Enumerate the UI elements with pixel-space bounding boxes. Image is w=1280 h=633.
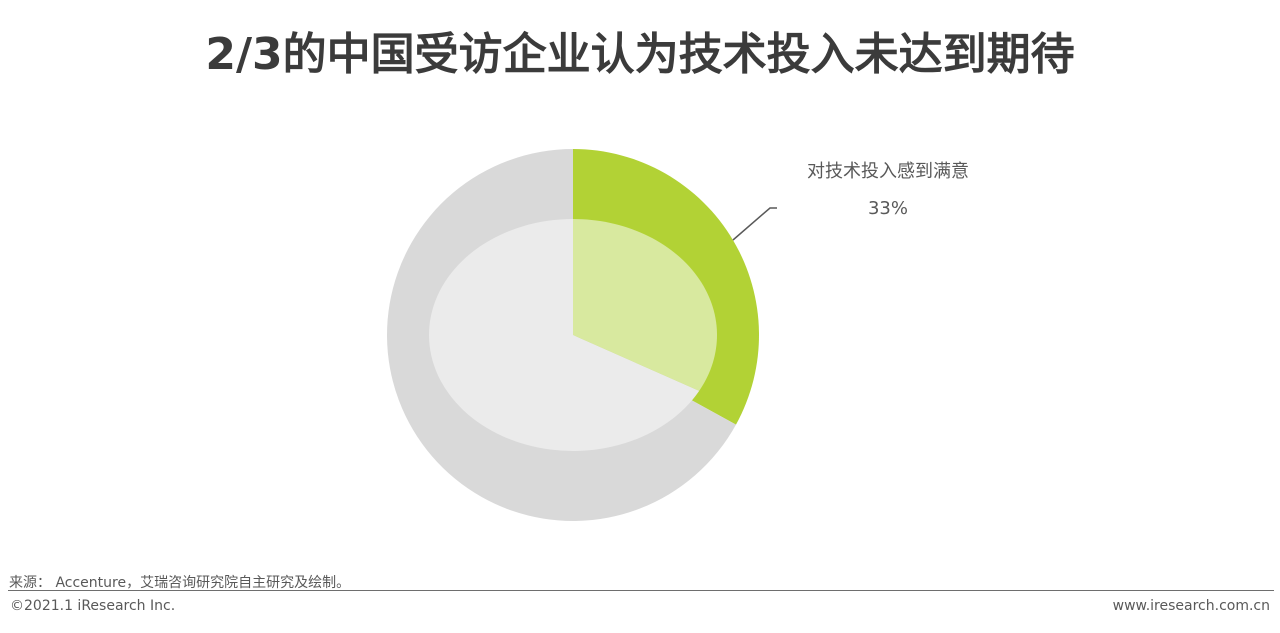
footer-divider xyxy=(8,590,1274,591)
slice-value-label: 33% xyxy=(868,198,908,219)
copyright-text: ©2021.1 iResearch Inc. xyxy=(10,598,176,614)
pie-slice-inner-0 xyxy=(573,219,718,391)
source-note: 来源： Accenture，艾瑞咨询研究院自主研究及绘制。 xyxy=(9,575,351,591)
website-link[interactable]: www.iresearch.com.cn xyxy=(1112,598,1270,614)
slice-label: 对技术投入感到满意 xyxy=(807,161,969,182)
inner-slices xyxy=(429,219,718,451)
label-leader-line xyxy=(732,207,777,241)
page-title: 2/3的中国受访企业认为技术投入未达到期待 xyxy=(205,29,1075,80)
pie-slice-inner-1 xyxy=(429,219,700,451)
